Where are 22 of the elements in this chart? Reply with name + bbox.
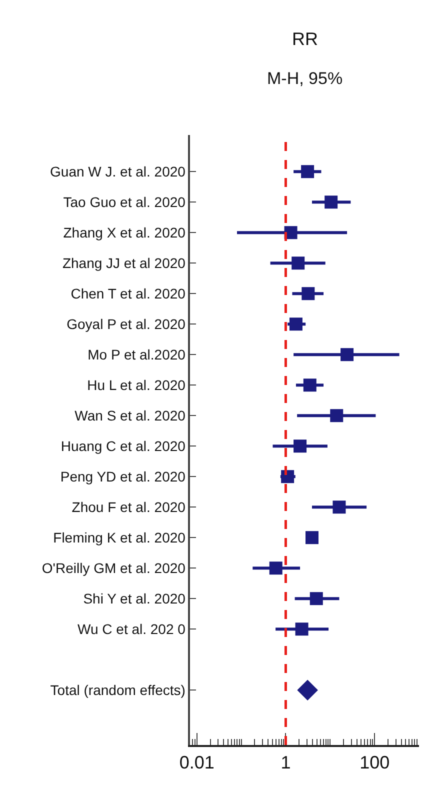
chart-title: RR: [292, 29, 318, 49]
y-tick-label: Tao Guo et al. 2020: [63, 194, 186, 210]
y-tick-label: O'Reilly GM et al. 2020: [42, 560, 186, 576]
x-tick-label: 1: [280, 752, 291, 773]
y-tick-label: Zhang X et al. 2020: [63, 224, 186, 240]
y-tick-label: Shi Y et al. 2020: [83, 590, 186, 606]
y-tick-label: Wan S et al. 2020: [74, 408, 186, 424]
y-tick-label: Goyal P et al. 2020: [66, 316, 186, 332]
y-tick-label: Total (random effects): [50, 682, 186, 698]
y-tick-label: Zhang JJ et al 2020: [62, 255, 186, 271]
chart-subtitle: M-H, 95%: [267, 69, 343, 88]
y-tick-label: Zhou F et al. 2020: [72, 499, 186, 515]
y-tick-label: Huang C et al. 2020: [60, 438, 186, 454]
y-tick-label: Peng YD et al. 2020: [60, 468, 186, 484]
y-tick-label: Hu L et al. 2020: [87, 377, 186, 393]
y-tick-label: Guan W J. et al. 2020: [50, 164, 186, 180]
x-tick-label: 0.01: [179, 752, 214, 773]
x-tick-label: 100: [360, 752, 390, 773]
y-tick-label: Fleming K et al. 2020: [53, 530, 186, 546]
y-tick-label: Mo P et al.2020: [88, 346, 186, 362]
y-tick-label: Chen T et al. 2020: [70, 286, 186, 302]
y-tick-label: Wu C et al. 202 0: [78, 621, 186, 637]
